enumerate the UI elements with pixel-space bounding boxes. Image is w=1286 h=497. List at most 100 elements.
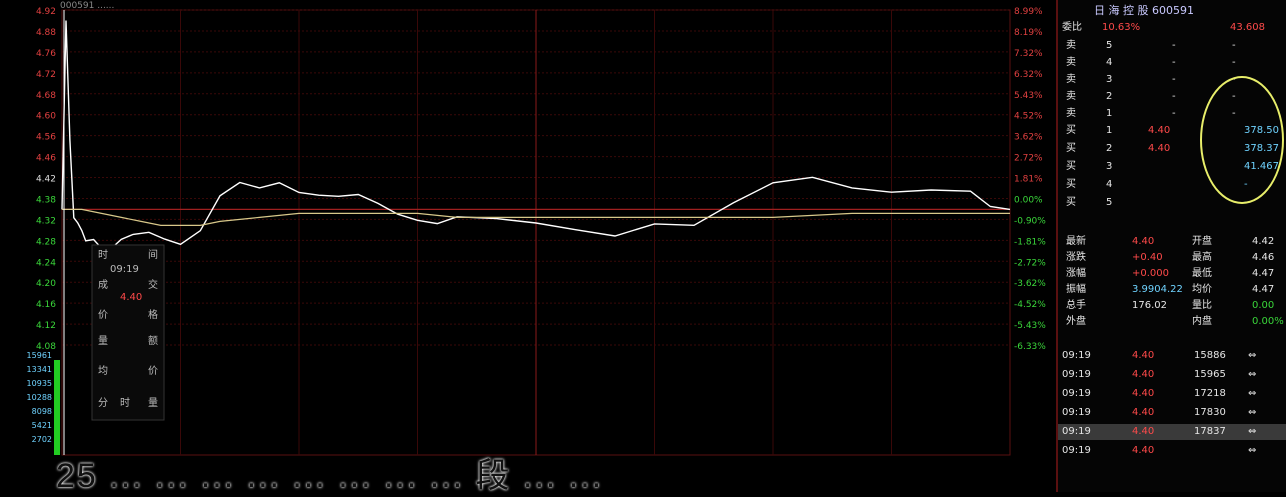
y-tick-right: -1.81%	[1014, 237, 1046, 247]
stat-row: 总手 176.02 量比 0.00	[1062, 298, 1282, 314]
y-tick-right: -4.52%	[1014, 300, 1046, 310]
weibi-row: 委比 10.63% 43.608	[1062, 20, 1282, 36]
y-tick-left: 4.60	[36, 112, 56, 122]
y-tick-right: 1.81%	[1014, 175, 1043, 185]
stat-row-cell: 0.00	[1252, 300, 1275, 311]
volume-tick: 10288	[27, 393, 52, 402]
stat-row: 外盘 内盘 0.00%	[1062, 314, 1284, 330]
y-tick-left: 4.16	[36, 300, 56, 310]
trade-cell: 4.40	[1132, 426, 1155, 437]
overlay-label: 时	[98, 249, 108, 261]
sell-level-row-cell: -	[1172, 91, 1176, 102]
stat-row-cell: 176.02	[1132, 300, 1167, 311]
stat-row: 涨幅 +0.000 最低 4.47	[1062, 266, 1282, 282]
trade-cell: 17830	[1194, 407, 1226, 418]
overlay-label: 额	[148, 334, 158, 347]
sell-level-row-cell: -	[1232, 57, 1236, 68]
stat-row: 振幅 3.9904.22 均价 4.47	[1062, 282, 1282, 298]
trade-cell: 09:19	[1062, 388, 1091, 399]
buy-level-row-cell: 3	[1106, 161, 1113, 172]
y-axis-left-ticks: 4.92 4.88 4.76 4.72 4.68 4.60 4.56 4.46 4.42 4.38…	[36, 7, 56, 352]
stat-row-cell: 量比	[1192, 300, 1212, 311]
sell-level-row-cell: -	[1172, 74, 1176, 85]
y-tick-right: 7.32%	[1014, 49, 1043, 59]
overlay-label: 间	[148, 248, 158, 261]
y-axis-right-ticks: 8.99% 8.19% 7.32% 6.32% 5.43% 4.52% 3.62% 2.72%…	[1014, 7, 1046, 352]
trade-cell: 09:19	[1062, 426, 1091, 437]
buy-level-row-cell: 买	[1066, 143, 1076, 154]
sell-level-row-cell: -	[1172, 108, 1176, 119]
trade-cell: 09:19	[1062, 369, 1091, 380]
stat-row-cell: 4.40	[1132, 236, 1155, 247]
price-series	[61, 10, 1011, 455]
trade-cell: ⇔	[1248, 369, 1257, 380]
sell-level-row-cell: -	[1172, 57, 1176, 68]
weibi-row-cell: 43.608	[1230, 22, 1265, 33]
buy-level-row-cell: 5	[1106, 197, 1113, 208]
y-tick-left: 4.68	[36, 91, 56, 101]
stat-row-cell: +0.40	[1132, 252, 1163, 263]
overlay-label: 量	[148, 397, 158, 409]
trade-cell: 09:19	[1062, 350, 1091, 361]
trade-row: 09:19 4.40 15886 ⇔	[1058, 348, 1286, 364]
sell-level-row-cell: 卖	[1066, 40, 1076, 51]
trade-cell: ⇔	[1248, 445, 1257, 456]
caption-text: 25 ... ... ... ... ... ... ... ... 段 ...…	[56, 457, 604, 495]
y-tick-right: -6.33%	[1014, 342, 1046, 352]
stat-row-cell: 3.9904.22	[1132, 284, 1183, 295]
volume-tick: 13341	[27, 365, 52, 374]
overlay-label: 均	[98, 365, 108, 377]
buy-level-row-cell: 买	[1066, 197, 1076, 208]
trade-cell: 4.40	[1132, 388, 1155, 399]
y-tick-left: 4.20	[36, 279, 56, 289]
overlay-label: 4.40	[120, 292, 142, 303]
y-tick-left: 4.24	[36, 258, 56, 268]
stat-row-cell: 均价	[1192, 284, 1212, 295]
stat-row-cell: 开盘	[1192, 236, 1212, 247]
volume-axis-labels: 15961 13341 10935 10288 8098 5421 2702	[27, 351, 52, 444]
overlay-label: 价	[148, 365, 158, 377]
stat-row-cell: 涨跌	[1066, 252, 1086, 263]
volume-tick: 2702	[32, 435, 52, 444]
trade-cell: ⇔	[1248, 350, 1257, 361]
average-price-line	[62, 208, 1010, 226]
y-tick-right: 0.00%	[1014, 195, 1043, 205]
intraday-price-chart: 4.92 4.88 4.76 4.72 4.68 4.60 4.56 4.46 4.42 4.38…	[27, 1, 1046, 456]
chart-header-text: 000591 ......	[60, 1, 114, 11]
trade-cell: ⇔	[1248, 407, 1257, 418]
buy-level-row-cell: 4	[1106, 179, 1113, 190]
sell-level-row-cell: 卖	[1066, 91, 1076, 102]
volume-tick: 5421	[32, 421, 52, 430]
y-tick-right: -3.62%	[1014, 279, 1046, 289]
trade-row: 09:19 4.40 ⇔	[1058, 443, 1286, 459]
stat-row-cell: +0.000	[1132, 268, 1170, 279]
trade-cell: 17218	[1194, 388, 1226, 399]
sell-level-row-cell: 5	[1106, 40, 1113, 51]
sell-level-row-cell: 卖	[1066, 108, 1076, 119]
y-tick-right: 8.99%	[1014, 7, 1043, 17]
stat-row-cell: 4.46	[1252, 252, 1275, 263]
trade-row: 09:19 4.40 17837 ⇔	[1058, 424, 1286, 440]
sell-level-row-cell: 卖	[1066, 57, 1076, 68]
trade-cell: ⇔	[1248, 388, 1257, 399]
overlay-label: 09:19	[110, 264, 139, 275]
weibi-row-cell: 10.63%	[1102, 22, 1141, 33]
overlay-label: 格	[148, 308, 158, 321]
quote-panel: 日 海 控 股 600591 委比 10.63% 43.608 卖 5 - - 卖 4 - - 卖 3 -…	[1058, 0, 1286, 492]
buy-level-row-cell: 买	[1066, 125, 1076, 136]
stat-row-cell: 内盘	[1192, 316, 1212, 327]
trade-cell: 09:19	[1062, 445, 1091, 456]
stat-row-cell: 最新	[1066, 236, 1086, 247]
y-tick-right: -0.90%	[1014, 216, 1046, 226]
chart-grid	[61, 9, 1011, 456]
sell-level-row-cell: 卖	[1066, 74, 1076, 85]
stat-row-cell: 最高	[1192, 252, 1212, 263]
sell-level-row-cell: 1	[1106, 108, 1113, 119]
overlay-label: 分	[98, 397, 108, 409]
buy-level-row-cell: 4.40	[1148, 143, 1171, 154]
trade-cell: ⇔	[1248, 426, 1257, 437]
overlay-label: 价	[98, 309, 108, 321]
stat-row-cell: 外盘	[1066, 316, 1086, 327]
y-tick-right: 6.32%	[1014, 70, 1043, 80]
trade-cell: 4.40	[1132, 407, 1155, 418]
